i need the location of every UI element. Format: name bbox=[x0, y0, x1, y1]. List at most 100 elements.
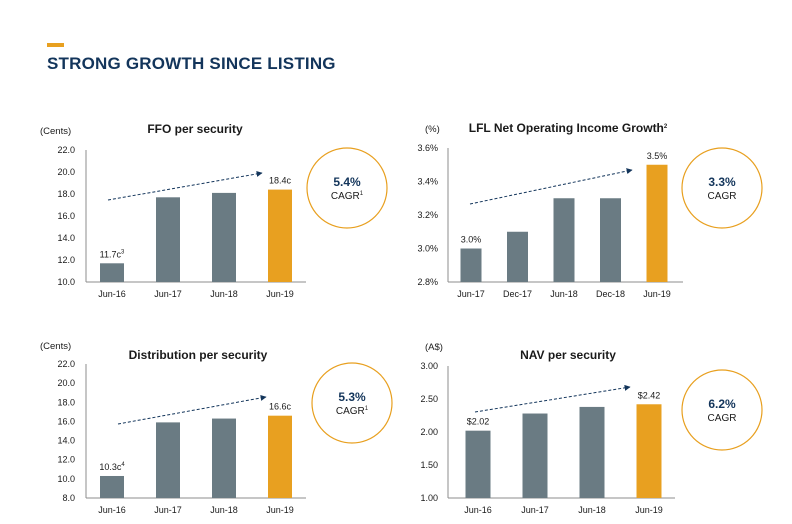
x-tick-label: Jun-17 bbox=[521, 505, 549, 515]
data-label-text: 16.6c bbox=[269, 402, 292, 412]
y-tick-label: 16.0 bbox=[57, 211, 75, 221]
data-label-sup: 3 bbox=[121, 249, 125, 255]
data-label: 3.5% bbox=[647, 151, 668, 161]
bar-jun-17 bbox=[522, 413, 548, 498]
x-tick-label: Jun-17 bbox=[457, 289, 485, 299]
y-tick-label: 14.0 bbox=[57, 436, 75, 446]
y-tick-label: 20.0 bbox=[57, 378, 75, 388]
y-tick-label: 1.50 bbox=[420, 460, 438, 470]
chart-title-sup: 2 bbox=[664, 124, 668, 130]
bar-jun-18 bbox=[553, 198, 575, 282]
chart-1: FFO per security (Cents) 10.0 12.0 14.0 16.0 1… bbox=[40, 122, 388, 299]
cagr-label-sup: 1 bbox=[365, 406, 369, 412]
trend-arrow bbox=[474, 384, 631, 413]
bar-jun-17 bbox=[156, 197, 180, 282]
cagr-circle bbox=[681, 147, 763, 229]
data-label: 16.6c bbox=[269, 402, 292, 412]
chart-3: Distribution per security (Cents) 8.0 10.0 1… bbox=[40, 341, 393, 515]
chart-title: NAV per security bbox=[520, 348, 616, 362]
y-tick-label: 14.0 bbox=[57, 233, 75, 243]
data-label: 10.3c4 bbox=[99, 462, 125, 472]
x-tick-label: Jun-16 bbox=[98, 505, 126, 515]
chart-title: Distribution per security bbox=[129, 348, 268, 362]
bar-dec-17 bbox=[507, 231, 528, 282]
y-tick-label: 20.0 bbox=[57, 167, 75, 177]
chart-4: NAV per security (A$) 1.00 1.50 2.00 2.50 3.00… bbox=[420, 342, 763, 515]
data-label-text: 3.5% bbox=[647, 151, 668, 161]
x-tick-label: Jun-17 bbox=[154, 505, 182, 515]
unit-label: (A$) bbox=[425, 342, 443, 353]
y-tick-label: 10.0 bbox=[57, 474, 75, 484]
y-tick-label: 18.0 bbox=[57, 189, 75, 199]
bar-jun-17 bbox=[156, 422, 180, 498]
bar-jun-19 bbox=[268, 415, 292, 498]
unit-label: (Cents) bbox=[40, 341, 71, 352]
unit-label: (%) bbox=[425, 124, 440, 135]
data-label: 11.7c3 bbox=[100, 249, 125, 259]
x-tick-label: Jun-19 bbox=[266, 289, 294, 299]
bar-jun-16 bbox=[100, 263, 124, 282]
data-label: $2.02 bbox=[467, 417, 490, 427]
bar-jun-19 bbox=[268, 189, 292, 282]
y-tick-label: 2.00 bbox=[420, 427, 438, 437]
x-tick-label: Jun-18 bbox=[578, 505, 606, 515]
y-tick-label: 2.50 bbox=[420, 394, 438, 404]
cagr-label-text: CAGR bbox=[336, 406, 365, 417]
trend-arrow bbox=[117, 395, 267, 425]
cagr-label-text: CAGR bbox=[708, 413, 737, 424]
cagr-value: 5.3% bbox=[338, 390, 366, 404]
x-tick-label: Jun-19 bbox=[266, 505, 294, 515]
data-label-text: 18.4c bbox=[269, 176, 292, 186]
x-tick-label: Jun-19 bbox=[635, 505, 663, 515]
cagr-label: CAGR1 bbox=[331, 191, 364, 202]
cagr-value: 6.2% bbox=[708, 397, 736, 411]
x-tick-label: Jun-17 bbox=[154, 289, 182, 299]
x-tick-label: Jun-18 bbox=[210, 289, 238, 299]
x-tick-label: Jun-16 bbox=[464, 505, 492, 515]
y-tick-label: 2.8% bbox=[417, 277, 438, 287]
bar-jun-18 bbox=[579, 406, 605, 498]
cagr-label-text: CAGR bbox=[331, 191, 360, 202]
y-tick-label: 3.2% bbox=[417, 210, 438, 220]
cagr-label-sup: 1 bbox=[360, 191, 364, 197]
y-tick-label: 22.0 bbox=[57, 359, 75, 369]
chart-title: FFO per security bbox=[147, 122, 243, 136]
cagr-circle bbox=[311, 362, 393, 444]
bar-jun-16 bbox=[465, 430, 491, 498]
trend-arrow bbox=[107, 170, 263, 201]
chart-title-text: FFO per security bbox=[147, 122, 243, 136]
page-title: STRONG GROWTH SINCE LISTING bbox=[47, 54, 336, 73]
x-tick-label: Jun-19 bbox=[643, 289, 671, 299]
x-tick-label: Jun-18 bbox=[550, 289, 578, 299]
cagr-label: CAGR bbox=[708, 413, 737, 424]
y-tick-label: 18.0 bbox=[57, 397, 75, 407]
cagr-circle bbox=[306, 147, 388, 229]
cagr-value: 5.4% bbox=[333, 175, 361, 189]
data-label-text: $2.42 bbox=[638, 390, 661, 400]
cagr-label-text: CAGR bbox=[708, 191, 737, 202]
data-label: 18.4c bbox=[269, 176, 292, 186]
bar-jun-19 bbox=[646, 164, 668, 282]
title-accent-bar bbox=[47, 43, 64, 47]
y-tick-label: 3.0% bbox=[417, 244, 438, 254]
trend-arrow bbox=[469, 168, 633, 205]
y-tick-label: 8.0 bbox=[62, 493, 75, 503]
y-tick-label: 3.6% bbox=[417, 143, 438, 153]
y-tick-label: 3.00 bbox=[420, 361, 438, 371]
data-label: 3.0% bbox=[461, 235, 482, 245]
bar-jun-18 bbox=[212, 418, 236, 498]
x-tick-label: Jun-16 bbox=[98, 289, 126, 299]
cagr-label: CAGR1 bbox=[336, 406, 369, 417]
unit-label: (Cents) bbox=[40, 126, 71, 137]
chart-title-text: NAV per security bbox=[520, 348, 616, 362]
data-label-text: 11.7c bbox=[100, 249, 122, 259]
data-label-text: 3.0% bbox=[461, 235, 482, 245]
y-tick-label: 3.4% bbox=[417, 177, 438, 187]
bar-dec-18 bbox=[600, 198, 621, 282]
y-tick-label: 12.0 bbox=[57, 255, 75, 265]
bar-jun-19 bbox=[636, 404, 662, 498]
chart-title: LFL Net Operating Income Growth2 bbox=[469, 121, 668, 135]
y-tick-label: 10.0 bbox=[57, 277, 75, 287]
data-label-text: $2.02 bbox=[467, 417, 490, 427]
